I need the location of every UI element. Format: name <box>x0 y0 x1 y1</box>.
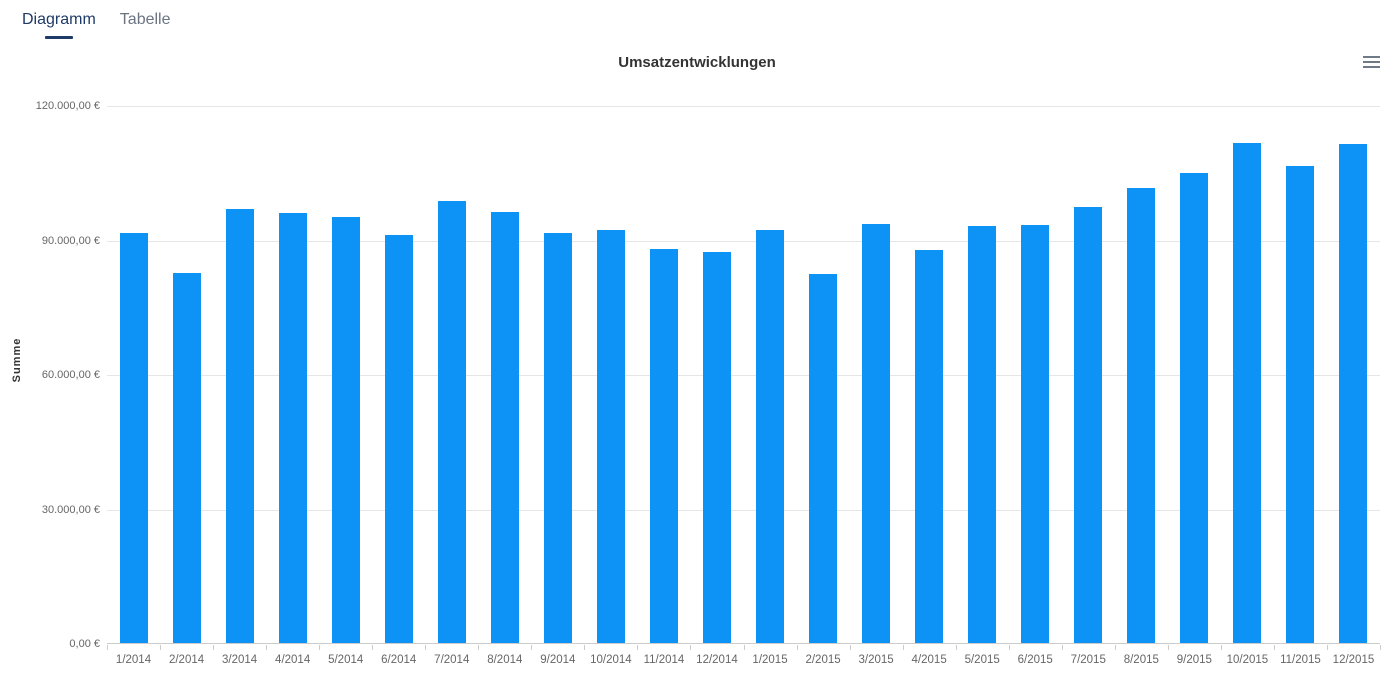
chart-context-menu-button[interactable] <box>1361 52 1383 72</box>
bar-9/2015[interactable] <box>1180 173 1209 643</box>
x-axis-label-1/2015: 1/2015 <box>752 654 788 666</box>
y-axis-title: Summe <box>11 337 23 383</box>
hamburger-icon-line <box>1363 61 1380 63</box>
x-axis-tick <box>1114 645 1116 650</box>
tab-diagramm-label: Diagramm <box>22 11 96 28</box>
x-axis-label-9/2015: 9/2015 <box>1176 654 1212 666</box>
x-axis-label-3/2015: 3/2015 <box>858 654 894 666</box>
x-axis-label-6/2015: 6/2015 <box>1017 654 1053 666</box>
bar-9/2014[interactable] <box>543 232 572 643</box>
x-axis-tick <box>478 645 480 650</box>
x-axis-label-10/2015: 10/2015 <box>1226 654 1269 666</box>
x-axis-label-4/2015: 4/2015 <box>911 654 947 666</box>
bar-8/2015[interactable] <box>1127 187 1156 643</box>
x-axis-label-5/2014: 5/2014 <box>328 654 364 666</box>
chart-title: Umsatzentwicklungen <box>618 54 776 71</box>
y-axis-tick-label: 30.000,00 € <box>41 503 100 516</box>
x-axis-label-10/2014: 10/2014 <box>590 654 632 666</box>
x-axis-tick <box>902 645 904 650</box>
x-axis-tick <box>319 645 321 650</box>
x-axis-tick <box>637 645 639 650</box>
bar-4/2015[interactable] <box>915 250 944 643</box>
x-axis-label-7/2014: 7/2014 <box>434 654 470 666</box>
y-axis-tick-label: 60.000,00 € <box>41 369 100 381</box>
tab-bar: Diagramm Tabelle <box>22 10 171 39</box>
bar-2/2014[interactable] <box>172 272 201 643</box>
x-axis-label-4/2014: 4/2014 <box>275 654 311 666</box>
x-axis-tick <box>1380 645 1381 650</box>
x-axis-tick <box>584 645 586 650</box>
bar-7/2014[interactable] <box>437 200 466 643</box>
bar-5/2014[interactable] <box>331 217 360 643</box>
x-axis-tick <box>213 645 215 650</box>
bar-8/2014[interactable] <box>490 212 519 643</box>
tab-diagramm[interactable]: Diagramm <box>22 10 96 39</box>
gridline-30000 <box>107 509 1380 511</box>
bar-12/2015[interactable] <box>1339 143 1368 643</box>
y-axis-tick-label: 120.000,00 € <box>35 100 100 112</box>
x-axis-tick <box>1273 645 1275 650</box>
x-axis-tick <box>1061 645 1063 650</box>
bar-6/2014[interactable] <box>384 234 413 643</box>
bar-12/2014[interactable] <box>702 252 731 643</box>
bar-6/2015[interactable] <box>1021 224 1050 643</box>
x-axis-tick <box>1326 645 1328 650</box>
hamburger-icon-line <box>1363 66 1380 68</box>
bar-11/2014[interactable] <box>649 249 678 643</box>
x-axis-tick <box>266 645 268 650</box>
x-axis-tick <box>955 645 957 650</box>
x-axis-tick <box>849 645 851 650</box>
bar-3/2014[interactable] <box>225 209 254 643</box>
x-axis-tick <box>1220 645 1222 650</box>
x-axis-label-11/2014: 11/2014 <box>643 654 685 666</box>
x-axis-label-12/2015: 12/2015 <box>1332 654 1375 666</box>
tab-tabelle-label: Tabelle <box>119 11 171 28</box>
gridline-60000 <box>107 375 1380 376</box>
x-axis-tick <box>796 645 798 650</box>
x-axis-label-3/2014: 3/2014 <box>222 654 258 666</box>
x-axis-label-2/2015: 2/2015 <box>805 654 841 666</box>
x-axis-label-2/2014: 2/2014 <box>168 654 205 666</box>
hamburger-icon <box>1363 56 1380 58</box>
x-axis-tick <box>531 645 533 650</box>
tab-tabelle[interactable]: Tabelle <box>120 10 171 39</box>
bar-10/2014[interactable] <box>596 230 625 643</box>
x-axis-label-12/2014: 12/2014 <box>696 654 738 666</box>
x-axis-label-9/2014: 9/2014 <box>540 654 576 666</box>
x-axis-label-5/2015: 5/2015 <box>964 654 1000 666</box>
x-axis-tick <box>1167 645 1169 650</box>
x-axis-tick <box>690 645 692 650</box>
bar-11/2015[interactable] <box>1286 165 1315 643</box>
bar-5/2015[interactable] <box>968 225 997 643</box>
x-axis-tick <box>425 645 427 650</box>
bar-2/2015[interactable] <box>809 274 838 643</box>
x-axis-tick <box>372 645 374 650</box>
bar-3/2015[interactable] <box>862 223 891 643</box>
x-axis-tick <box>743 645 745 650</box>
x-axis-tick <box>107 645 108 650</box>
y-axis-tick-label: 0,00 € <box>69 638 100 650</box>
bar-10/2015[interactable] <box>1233 142 1262 643</box>
x-axis-label-1/2014: 1/2014 <box>115 654 152 666</box>
x-axis-tick <box>160 645 162 650</box>
x-axis-label-6/2014: 6/2014 <box>381 654 417 666</box>
x-axis-label-7/2015: 7/2015 <box>1070 654 1106 666</box>
gridline-90000 <box>107 240 1380 242</box>
bar-7/2015[interactable] <box>1074 206 1103 643</box>
active-tab-underline <box>44 36 73 39</box>
x-axis-label-8/2015: 8/2015 <box>1123 654 1159 666</box>
bar-4/2014[interactable] <box>278 212 307 643</box>
bar-1/2015[interactable] <box>756 229 785 643</box>
x-axis-label-11/2015: 11/2015 <box>1280 654 1321 666</box>
gridline-120000 <box>107 106 1380 107</box>
x-axis-label-8/2014: 8/2014 <box>487 654 523 666</box>
plot-area <box>107 106 1380 644</box>
bar-1/2014[interactable] <box>119 232 148 643</box>
x-axis-tick <box>1008 645 1010 650</box>
y-axis-tick-label: 90.000,00 € <box>41 234 100 247</box>
